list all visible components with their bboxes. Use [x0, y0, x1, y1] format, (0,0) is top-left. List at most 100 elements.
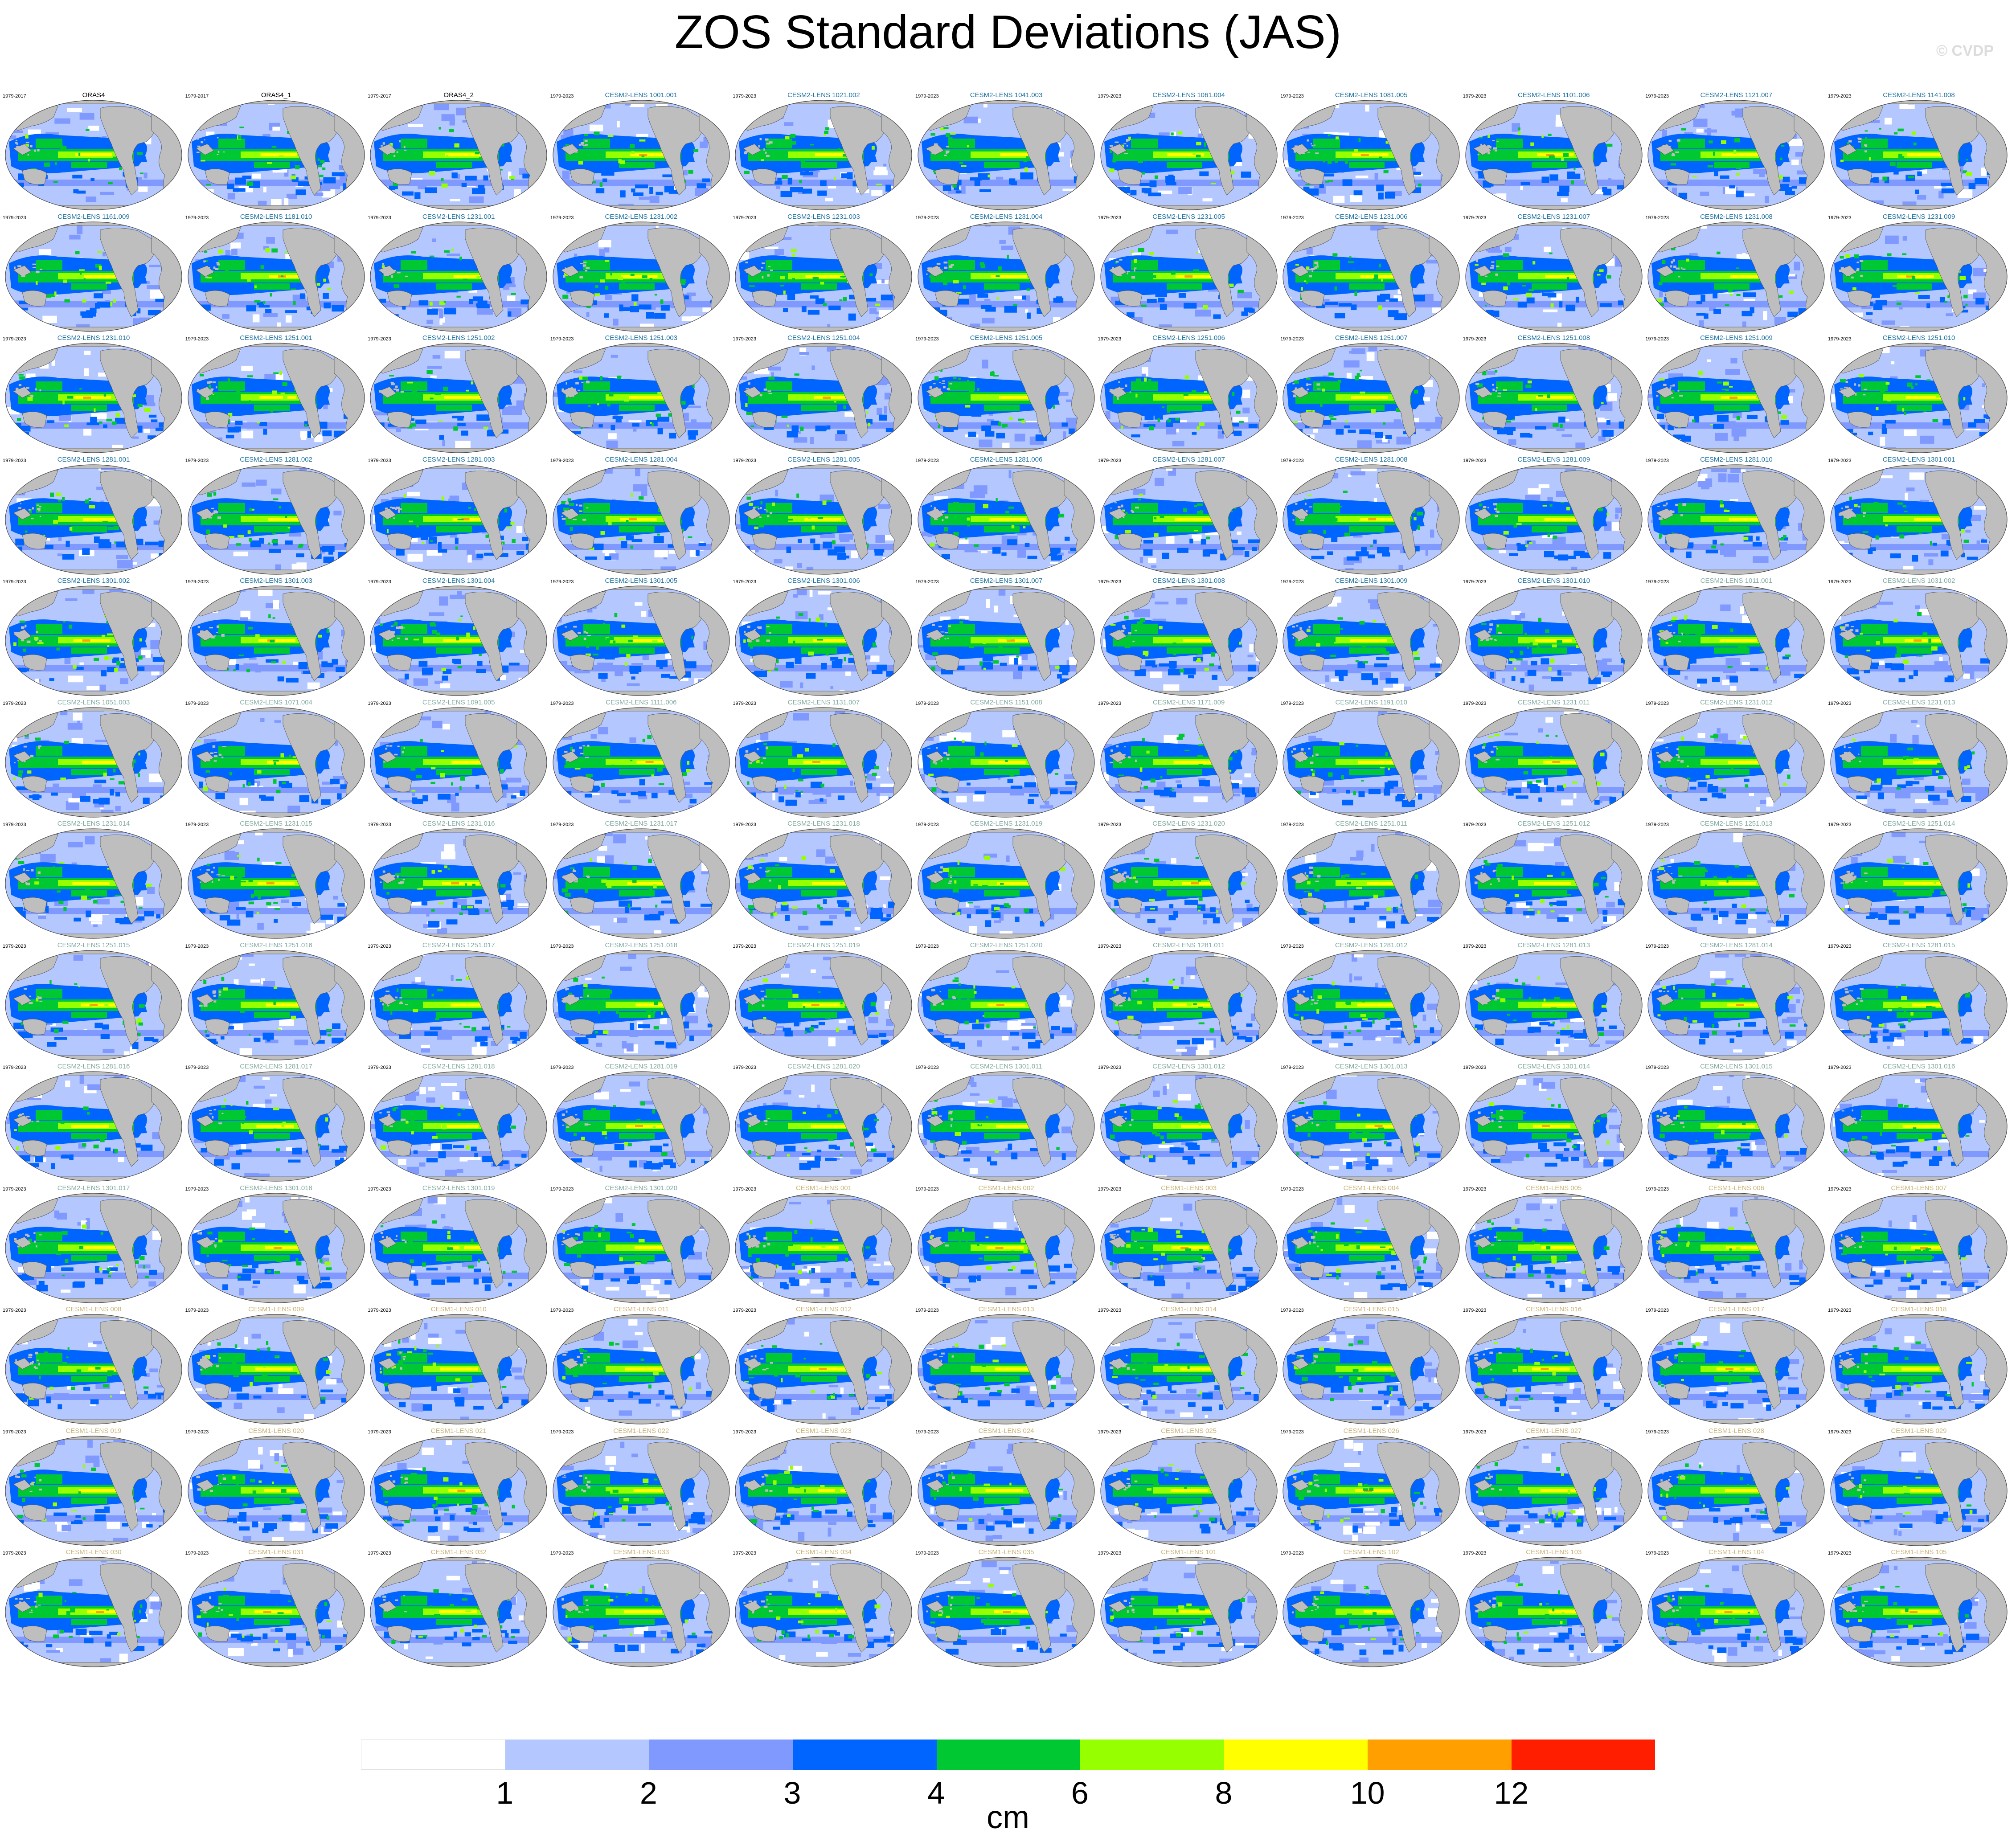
map-globe: [1647, 100, 1825, 210]
panel-title: CESM1-LENS 009: [248, 1306, 304, 1313]
map-panel: 1979-2023 CESM2-LENS 1001.001: [550, 91, 732, 213]
map-panel: 1979-2023 CESM2-LENS 1251.008: [1463, 334, 1645, 455]
panel-title: CESM2-LENS 1231.012: [1700, 698, 1773, 706]
panel-years: 1979-2023: [733, 700, 756, 706]
panel-years: 1979-2023: [368, 700, 391, 706]
map-panel: 1979-2023 CESM2-LENS 1181.010: [185, 213, 367, 334]
panel-title: CESM1-LENS 101: [1161, 1548, 1217, 1556]
panel-years: 1979-2023: [915, 94, 939, 99]
panel-years: 1979-2023: [550, 1065, 574, 1070]
panel-title: CESM1-LENS 035: [978, 1548, 1034, 1556]
map-globe: [918, 707, 1095, 818]
panel-years: 1979-2023: [3, 1308, 26, 1313]
panel-years: 1979-2023: [1645, 1186, 1669, 1192]
map-panel: 1979-2023 CESM1-LENS 019: [3, 1427, 184, 1548]
colorbar-tick-label: 4: [927, 1776, 945, 1810]
panel-title: CESM1-LENS 008: [66, 1306, 122, 1313]
panel-years: 1979-2023: [1098, 1308, 1122, 1313]
map-globe: [553, 585, 730, 696]
map-panel: 1979-2023 CESM2-LENS 1231.012: [1645, 699, 1827, 820]
panel-title: CESM1-LENS 102: [1343, 1548, 1399, 1556]
panel-years: 1979-2023: [1645, 336, 1669, 342]
map-globe: [1100, 950, 1278, 1060]
panel-years: 1979-2023: [3, 215, 26, 221]
panel-title: CESM2-LENS 1301.012: [1152, 1063, 1225, 1070]
map-globe: [5, 221, 182, 332]
map-panel: 1979-2023 CESM2-LENS 1281.019: [550, 1063, 732, 1184]
map-panel: 1979-2023 CESM2-LENS 1191.010: [1280, 699, 1462, 820]
map-panel: 1979-2023 CESM2-LENS 1251.012: [1463, 820, 1645, 941]
map-globe: [1830, 828, 2008, 939]
colorbar-segment: [505, 1740, 649, 1770]
map-globe: [918, 1192, 1095, 1303]
map-panel: 1979-2023 CESM2-LENS 1081.005: [1280, 91, 1462, 213]
map-globe: [1100, 464, 1278, 575]
panel-title: CESM2-LENS 1301.004: [422, 577, 495, 585]
map-globe: [1465, 464, 1643, 575]
map-panel: 1979-2023 CESM2-LENS 1301.016: [1828, 1063, 2010, 1184]
map-globe: [187, 343, 365, 453]
panel-title: CESM2-LENS 1191.010: [1335, 698, 1407, 706]
figure-title: ZOS Standard Deviations (JAS): [674, 6, 1342, 58]
panel-title: CESM2-LENS 1301.019: [422, 1184, 495, 1192]
map-panel: 1979-2023 CESM2-LENS 1281.018: [368, 1063, 549, 1184]
panel-years: 1979-2023: [550, 215, 574, 221]
panel-title: CESM1-LENS 013: [978, 1306, 1034, 1313]
panel-years: 1979-2023: [733, 215, 756, 221]
panel-years: 1979-2017: [185, 94, 209, 99]
map-panel: 1979-2023 CESM2-LENS 1301.012: [1098, 1063, 1280, 1184]
panel-years: 1979-2023: [1098, 943, 1122, 949]
panel-title: CESM1-LENS 010: [430, 1306, 487, 1313]
colorbar-tick-label: 1: [496, 1776, 514, 1810]
map-globe: [1283, 343, 1460, 453]
map-panel: 1979-2023 CESM2-LENS 1251.004: [733, 334, 914, 455]
map-globe: [735, 828, 912, 939]
map-panel: 1979-2023 CESM2-LENS 1301.010: [1463, 577, 1645, 698]
map-globe: [1465, 100, 1643, 210]
colorbar-segment: [1080, 1740, 1224, 1770]
colorbar-ticks: 1 2 3 4 6 8 10 12: [0, 1775, 2016, 1815]
map-panel: 1979-2023 CESM1-LENS 015: [1280, 1306, 1462, 1427]
panel-title: CESM2-LENS 1131.007: [787, 698, 860, 706]
map-panel: 1979-2023 CESM1-LENS 014: [1098, 1306, 1280, 1427]
map-panel: 1979-2023 CESM1-LENS 011: [550, 1306, 732, 1427]
map-globe: [1830, 1071, 2008, 1182]
map-globe: [1465, 828, 1643, 939]
panel-years: 1979-2023: [1463, 1308, 1487, 1313]
map-panel: 1979-2023 CESM2-LENS 1281.012: [1280, 941, 1462, 1063]
map-globe: [5, 707, 182, 818]
panel-years: 1979-2023: [915, 822, 939, 827]
map-globe: [918, 100, 1095, 210]
map-globe: [553, 1071, 730, 1182]
map-globe: [5, 950, 182, 1060]
map-panel: 1979-2023 CESM2-LENS 1281.006: [915, 456, 1097, 577]
map-panel: 1979-2023 CESM2-LENS 1231.006: [1280, 213, 1462, 334]
panel-title: CESM2-LENS 1101.006: [1518, 91, 1590, 99]
panel-title: ORAS4_2: [443, 91, 474, 99]
map-globe: [1647, 343, 1825, 453]
panel-title: CESM2-LENS 1051.003: [57, 698, 130, 706]
map-panel: 1979-2023 CESM2-LENS 1251.019: [733, 941, 914, 1063]
panel-title: CESM2-LENS 1251.020: [970, 941, 1043, 949]
panel-title: CESM1-LENS 017: [1708, 1306, 1764, 1313]
panel-title: CESM2-LENS 1231.018: [787, 820, 860, 827]
map-panel: 1979-2023 CESM2-LENS 1151.008: [915, 699, 1097, 820]
panel-title: CESM2-LENS 1281.019: [605, 1063, 678, 1070]
map-panel: 1979-2023 CESM2-LENS 1281.004: [550, 456, 732, 577]
map-panel: 1979-2023 CESM2-LENS 1281.003: [368, 456, 549, 577]
map-globe: [735, 1192, 912, 1303]
map-globe: [1283, 1435, 1460, 1546]
map-panel: 1979-2023 CESM1-LENS 032: [368, 1548, 549, 1670]
map-panel: 1979-2023 CESM2-LENS 1281.015: [1828, 941, 2010, 1063]
panel-title: CESM2-LENS 1251.001: [240, 334, 312, 342]
map-panel: 1979-2023 CESM2-LENS 1251.010: [1828, 334, 2010, 455]
map-globe: [187, 585, 365, 696]
map-globe: [5, 464, 182, 575]
panel-years: 1979-2023: [1645, 579, 1669, 585]
map-globe: [370, 464, 547, 575]
map-panel: 1979-2023 CESM2-LENS 1251.020: [915, 941, 1097, 1063]
map-panel: 1979-2017 ORAS4_2: [368, 91, 549, 213]
map-globe: [370, 1071, 547, 1182]
map-globe: [1830, 1192, 2008, 1303]
panel-title: CESM2-LENS 1091.005: [422, 698, 495, 706]
